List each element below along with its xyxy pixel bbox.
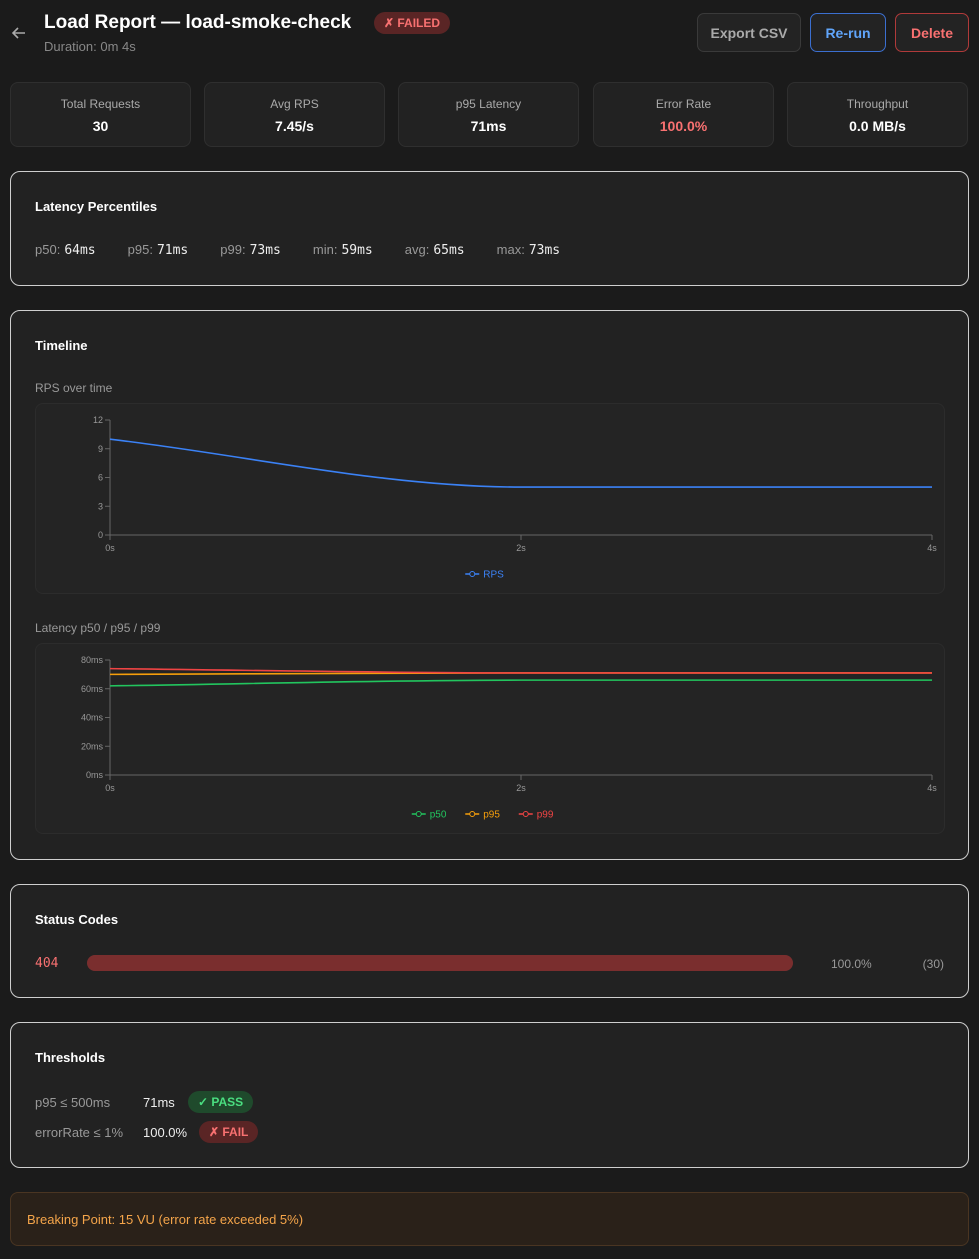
series-line: [109, 438, 932, 488]
stat-card: Avg RPS 7.45/s: [204, 82, 385, 147]
delete-button[interactable]: Delete: [895, 13, 969, 52]
y-tick-label: 0ms: [86, 770, 104, 780]
card-title: Latency Percentiles: [35, 199, 158, 214]
back-button[interactable]: [10, 24, 28, 42]
latency-list: p50: 64ms p95: 71ms p99: 73ms min: 59ms avg: 65ms…: [35, 242, 560, 258]
chart-title: RPS over time: [35, 381, 113, 395]
latency-value: 64ms: [64, 243, 96, 258]
latency-card: [10, 171, 969, 286]
legend-icon: [415, 811, 422, 817]
latency-label: p99:: [220, 242, 246, 257]
latency-item: p50: 64ms: [35, 242, 96, 258]
legend-icon: [469, 811, 476, 817]
card-title: Status Codes: [35, 912, 119, 927]
y-tick-label: 3: [98, 501, 103, 511]
chart: 0 3 6 9 12 0s 2s 4s RPS: [93, 415, 937, 581]
fail-badge: ✗ FAIL: [199, 1121, 259, 1143]
stat-card: Throughput 0.0 MB/s: [787, 82, 968, 147]
latency-value: 73ms: [528, 243, 561, 258]
threshold-value: 71ms: [143, 1095, 175, 1110]
status-card: [10, 884, 969, 998]
status-code: 404: [35, 956, 59, 971]
series-line: [109, 679, 932, 687]
stat-label: p95 Latency: [455, 97, 522, 111]
legend-icon: [469, 571, 476, 577]
stat-card: Error Rate 100.0%: [593, 82, 774, 147]
stat-value: 100.0%: [659, 118, 708, 134]
status-percent: 100.0%: [831, 957, 872, 971]
y-tick-label: 60ms: [81, 684, 104, 694]
export-button[interactable]: Export CSV: [697, 13, 801, 52]
chart-box: 0ms 20ms 40ms 60ms 80ms 0s 2s 4s p50 p95 p99: [35, 643, 945, 834]
y-tick-label: 12: [93, 415, 103, 425]
x-tick-label: 4s: [927, 543, 937, 553]
breaking-point: Breaking Point: 15 VU (error rate exceed…: [27, 1212, 304, 1227]
status-badge: ✗ FAILED: [374, 12, 451, 34]
latency-label: avg:: [404, 242, 430, 257]
legend-label: RPS: [483, 570, 504, 581]
stat-label: Avg RPS: [270, 97, 319, 111]
latency-label: max:: [496, 242, 525, 257]
stat-value: 71ms: [470, 118, 507, 134]
duration: Duration: 0m 4s: [44, 39, 136, 54]
legend-label: p95: [483, 810, 500, 821]
latency-label: p95:: [127, 242, 153, 257]
latency-item: avg: 65ms: [405, 242, 465, 258]
latency-item: min: 59ms: [313, 242, 373, 258]
stat-card: Total Requests 30: [10, 82, 191, 147]
x-tick-label: 0s: [105, 783, 115, 793]
stat-value: 7.45/s: [275, 118, 314, 134]
x-tick-label: 0s: [105, 543, 115, 553]
page-title: Load Report — load-smoke-check: [44, 12, 352, 33]
bar-track: [87, 955, 793, 971]
y-tick-label: 9: [98, 444, 103, 454]
stat-label: Total Requests: [60, 97, 141, 111]
thresholds-card: [10, 1022, 969, 1168]
legend-label: p99: [537, 810, 554, 821]
status-bar: [87, 955, 793, 971]
stat-label: Throughput: [846, 97, 909, 111]
stat-card: p95 Latency 71ms: [398, 82, 579, 147]
pass-badge: ✓ PASS: [188, 1091, 254, 1113]
x-tick-label: 2s: [516, 783, 526, 793]
latency-value: 73ms: [249, 243, 281, 258]
latency-value: 59ms: [341, 243, 373, 258]
card-title: Timeline: [35, 338, 88, 353]
latency-value: 65ms: [433, 243, 465, 258]
threshold-metric: p95 ≤ 500ms: [35, 1095, 111, 1110]
chart-box: 0 3 6 9 12 0s 2s 4s RPS: [35, 403, 945, 594]
breaking-point-box: [10, 1192, 969, 1246]
chart: 0ms 20ms 40ms 60ms 80ms 0s 2s 4s p50 p95 p99: [81, 655, 937, 821]
y-tick-label: 40ms: [81, 713, 104, 723]
y-tick-label: 20ms: [81, 741, 104, 751]
card-title: Thresholds: [35, 1050, 106, 1065]
threshold-metric: errorRate ≤ 1%: [35, 1125, 124, 1140]
stat-value: 30: [92, 118, 109, 134]
legend-label: p50: [430, 810, 447, 821]
threshold-value: 100.0%: [143, 1125, 188, 1140]
x-tick-label: 4s: [927, 783, 937, 793]
stat-label: Error Rate: [655, 97, 712, 111]
rerun-button[interactable]: Re-run: [810, 13, 886, 52]
latency-item: p99: 73ms: [220, 242, 281, 258]
series-line: [109, 667, 932, 674]
y-tick-label: 0: [98, 530, 103, 540]
y-tick-label: 6: [98, 473, 103, 483]
latency-value: 71ms: [156, 243, 189, 258]
latency-label: min:: [312, 242, 338, 257]
latency-item: max: 73ms: [497, 242, 560, 258]
latency-item: p95: 71ms: [128, 242, 189, 258]
status-count: (30): [922, 957, 944, 971]
stat-value: 0.0 MB/s: [849, 118, 906, 134]
latency-label: p50:: [35, 242, 61, 257]
chart-title: Latency p50 / p95 / p99: [35, 621, 161, 635]
x-tick-label: 2s: [516, 543, 526, 553]
legend-icon: [522, 811, 529, 817]
y-tick-label: 80ms: [81, 655, 104, 665]
